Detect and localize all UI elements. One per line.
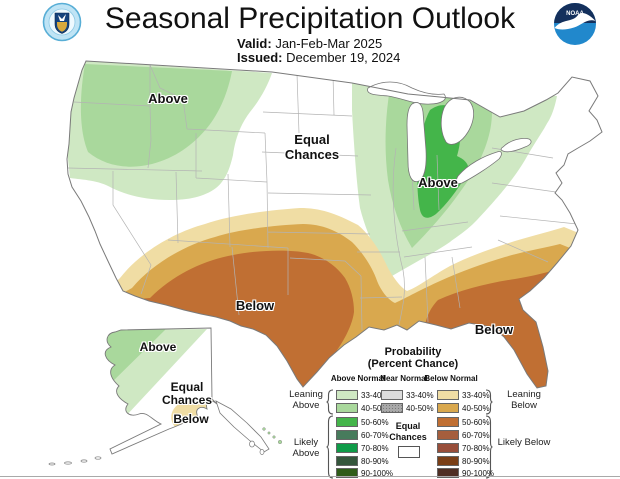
label-south-below: Below [235,298,275,313]
legend-percent-above-33-40%: 33-40% [361,391,389,400]
label-alaska-equal-line2: Chances [161,393,213,408]
label-southeast-below: Below [474,322,514,337]
brace-leaning-below [485,389,493,415]
legend-group-likely-above: Likely Above [292,437,320,460]
lake-ontario [500,138,532,153]
legend-percent-below-50-60%: 50-60% [462,418,490,427]
legend-percent-below-70-80%: 70-80% [462,444,490,453]
legend-percent-below-60-70%: 60-70% [462,431,490,440]
label-equal-chances: Equal Chances [266,132,358,162]
legend-swatch-near-33-40% [381,390,403,400]
nws-seal-icon [42,2,82,42]
alaska-panhandle [215,400,270,453]
legend-swatch-above-33-40% [336,390,358,400]
legend-percent-above-70-80%: 70-80% [361,444,389,453]
lake-superior [367,81,446,105]
legend-percent-near-33-40%: 33-40% [406,391,434,400]
legend-percent-above-80-90%: 80-90% [361,457,389,466]
label-alaska-below: Below [173,412,209,426]
noaa-logo-text: NOAA [566,11,584,17]
legend-column-above-normal: Above Normal [330,374,386,383]
brace-leaning-above [326,389,334,415]
legend-equal-chances-label: Equal Chances [380,421,436,443]
legend-column-near-normal: Near Normal [380,374,428,383]
legend-swatch-below-90-100% [437,468,459,478]
legend-equal-line2: Chances [389,431,427,442]
map-frame-bottom-line [0,476,620,477]
legend-swatch-above-60-70% [336,430,358,440]
legend-equal-chances-swatch [398,446,420,458]
legend-swatch-above-70-80% [336,443,358,453]
issued-label: Issued: [237,50,283,65]
legend-percent-above-40-50%: 40-50% [361,404,389,413]
label-equal-line1: Equal [294,132,330,147]
state-boundary-lines [67,64,578,331]
legend-percent-above-50-60%: 50-60% [361,418,389,427]
legend-percent-below-40-50%: 40-50% [462,404,490,413]
legend-group-leaning-above: Leaning Above [289,389,323,412]
label-pnw-above: Above [148,91,188,106]
conus-outline [66,60,603,389]
legend-subtitle: (Percent Chance) [367,358,459,370]
legend-swatch-below-50-60% [437,417,459,427]
issued-value: December 19, 2024 [286,50,401,65]
lake-michigan [406,102,427,183]
noaa-icon: NOAA [554,3,596,45]
brace-likely-above [326,415,334,479]
probability-legend: Probability (Percent Chance) Above Norma… [283,345,558,479]
legend-swatch-below-33-40% [437,390,459,400]
legend-swatch-above-40-50% [336,403,358,413]
label-equal-line2: Chances [284,146,340,162]
legend-swatch-above-50-60% [336,417,358,427]
legend-percent-below-80-90%: 80-90% [462,457,490,466]
legend-equal-line1: Equal [395,421,421,431]
label-alaska-above: Above [139,340,177,354]
legend-swatch-below-60-70% [437,430,459,440]
hawaii-islands [262,427,283,445]
legend-swatch-below-70-80% [437,443,459,453]
legend-percent-above-90-100%: 90-100% [361,469,394,478]
label-alaska-equal-line1: Equal [170,380,204,394]
validity-block: Valid: Jan-Feb-Mar 2025 Issued: December… [237,37,400,65]
legend-swatch-above-80-90% [336,456,358,466]
legend-percent-below-33-40%: 33-40% [462,391,490,400]
label-greatlakes-above: Above [418,175,458,190]
legend-percent-above-60-70%: 60-70% [361,431,389,440]
region-pnw-above-40-50 [80,64,232,167]
legend-swatch-above-90-100% [336,468,358,478]
page-title: Seasonal Precipitation Outlook [104,2,516,35]
great-lakes [367,81,532,184]
valid-line: Valid: Jan-Feb-Mar 2025 [237,37,400,51]
legend-group-leaning-below: Leaning Below [507,389,541,412]
legend-percent-below-90-100%: 90-100% [462,469,495,478]
label-alaska-equal-chances: Equal Chances [145,380,229,408]
legend-swatch-below-80-90% [437,456,459,466]
alaska-outline [104,327,218,455]
brace-likely-below [485,415,493,479]
legend-swatch-near-40-50% [381,403,403,413]
legend-title: Probability [384,346,442,358]
valid-label: Valid: [237,36,272,51]
issued-line: Issued: December 19, 2024 [237,51,400,65]
legend-percent-near-40-50%: 40-50% [406,404,434,413]
legend-swatch-below-40-50% [437,403,459,413]
aleutian-islands [48,440,265,466]
nws-logo [42,2,82,42]
lake-erie [455,151,502,184]
noaa-logo: NOAA [553,2,597,46]
valid-value: Jan-Feb-Mar 2025 [275,36,383,51]
legend-column-below-normal: Below Normal [424,374,478,383]
legend-group-likely-below: Likely Below [497,437,551,448]
lake-huron [440,96,474,145]
